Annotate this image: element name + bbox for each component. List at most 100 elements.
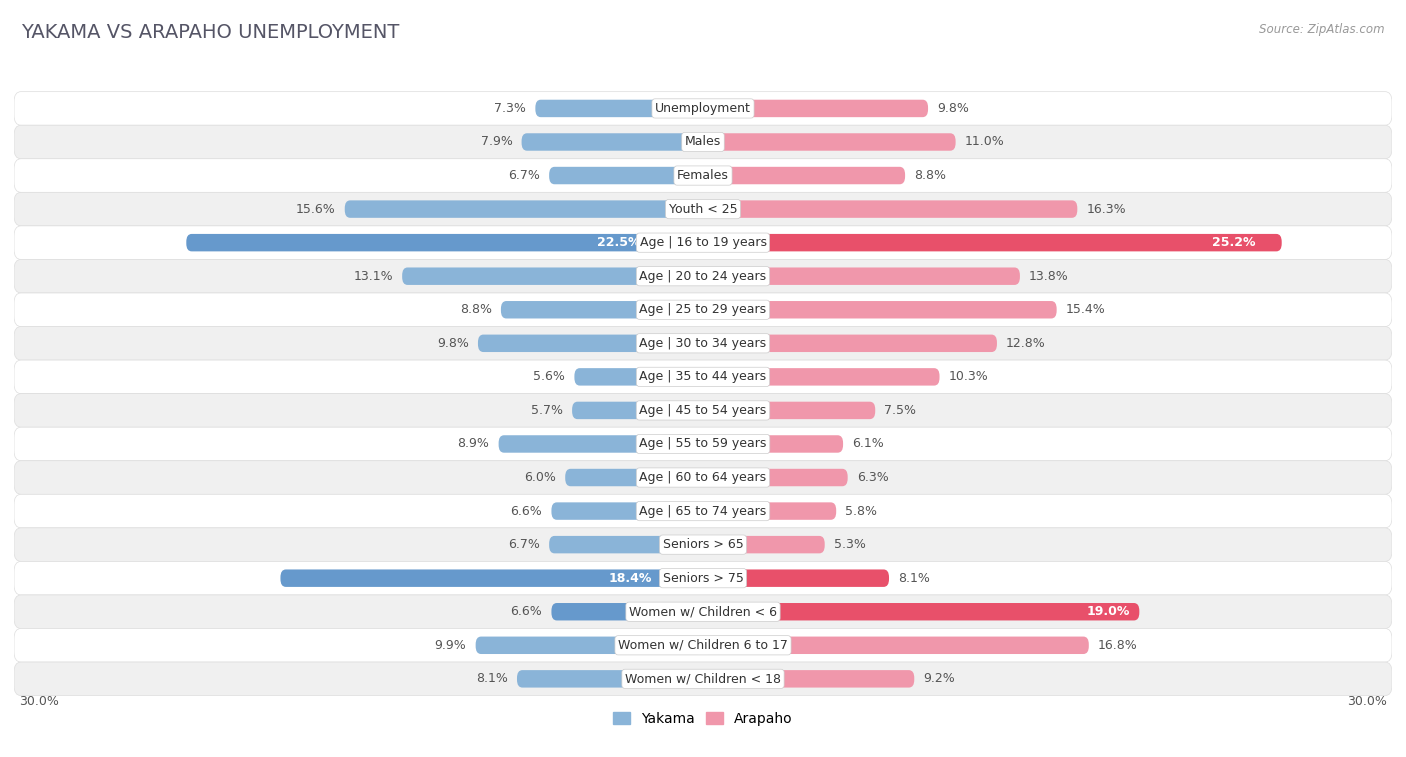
FancyBboxPatch shape [14, 461, 1392, 494]
Text: 6.0%: 6.0% [524, 471, 555, 484]
Text: 13.8%: 13.8% [1029, 269, 1069, 282]
Text: 8.1%: 8.1% [475, 672, 508, 685]
Text: 9.8%: 9.8% [437, 337, 468, 350]
FancyBboxPatch shape [703, 469, 848, 486]
Text: Women w/ Children < 6: Women w/ Children < 6 [628, 606, 778, 618]
FancyBboxPatch shape [280, 569, 703, 587]
Text: Age | 60 to 64 years: Age | 60 to 64 years [640, 471, 766, 484]
Text: 6.6%: 6.6% [510, 606, 543, 618]
FancyBboxPatch shape [550, 536, 703, 553]
FancyBboxPatch shape [703, 569, 889, 587]
Text: Age | 16 to 19 years: Age | 16 to 19 years [640, 236, 766, 249]
FancyBboxPatch shape [703, 402, 875, 419]
Text: 30.0%: 30.0% [18, 695, 59, 708]
Text: 8.8%: 8.8% [914, 169, 946, 182]
Text: Age | 30 to 34 years: Age | 30 to 34 years [640, 337, 766, 350]
Text: YAKAMA VS ARAPAHO UNEMPLOYMENT: YAKAMA VS ARAPAHO UNEMPLOYMENT [21, 23, 399, 42]
Text: 5.7%: 5.7% [531, 404, 562, 417]
FancyBboxPatch shape [186, 234, 703, 251]
Text: 13.1%: 13.1% [353, 269, 392, 282]
FancyBboxPatch shape [575, 368, 703, 385]
Text: 7.5%: 7.5% [884, 404, 917, 417]
FancyBboxPatch shape [14, 159, 1392, 192]
FancyBboxPatch shape [703, 267, 1019, 285]
FancyBboxPatch shape [14, 628, 1392, 662]
Text: 8.9%: 8.9% [457, 438, 489, 450]
Text: 6.3%: 6.3% [856, 471, 889, 484]
Text: 30.0%: 30.0% [1347, 695, 1388, 708]
FancyBboxPatch shape [14, 293, 1392, 326]
Text: 6.7%: 6.7% [508, 169, 540, 182]
FancyBboxPatch shape [14, 494, 1392, 528]
Text: Females: Females [678, 169, 728, 182]
FancyBboxPatch shape [344, 201, 703, 218]
FancyBboxPatch shape [703, 670, 914, 687]
Text: 5.3%: 5.3% [834, 538, 866, 551]
Text: Youth < 25: Youth < 25 [669, 203, 737, 216]
FancyBboxPatch shape [703, 435, 844, 453]
Text: Age | 35 to 44 years: Age | 35 to 44 years [640, 370, 766, 383]
Text: 15.6%: 15.6% [295, 203, 336, 216]
Text: Unemployment: Unemployment [655, 102, 751, 115]
Text: 6.6%: 6.6% [510, 505, 543, 518]
Text: 25.2%: 25.2% [1212, 236, 1256, 249]
Text: Males: Males [685, 136, 721, 148]
FancyBboxPatch shape [14, 595, 1392, 628]
FancyBboxPatch shape [14, 528, 1392, 562]
Text: 9.2%: 9.2% [924, 672, 955, 685]
Text: 10.3%: 10.3% [949, 370, 988, 383]
Text: 15.4%: 15.4% [1066, 304, 1105, 316]
Text: Age | 55 to 59 years: Age | 55 to 59 years [640, 438, 766, 450]
FancyBboxPatch shape [501, 301, 703, 319]
Text: Age | 20 to 24 years: Age | 20 to 24 years [640, 269, 766, 282]
Text: 22.5%: 22.5% [598, 236, 641, 249]
FancyBboxPatch shape [572, 402, 703, 419]
Text: 12.8%: 12.8% [1007, 337, 1046, 350]
Text: 9.9%: 9.9% [434, 639, 467, 652]
Text: 8.1%: 8.1% [898, 572, 931, 584]
Text: Age | 45 to 54 years: Age | 45 to 54 years [640, 404, 766, 417]
Text: 7.9%: 7.9% [481, 136, 512, 148]
Text: 19.0%: 19.0% [1087, 606, 1130, 618]
Text: Age | 25 to 29 years: Age | 25 to 29 years [640, 304, 766, 316]
Text: 8.8%: 8.8% [460, 304, 492, 316]
FancyBboxPatch shape [703, 603, 1139, 621]
FancyBboxPatch shape [551, 603, 703, 621]
FancyBboxPatch shape [703, 536, 825, 553]
Text: 6.1%: 6.1% [852, 438, 884, 450]
FancyBboxPatch shape [703, 133, 956, 151]
FancyBboxPatch shape [14, 192, 1392, 226]
Text: 9.8%: 9.8% [938, 102, 969, 115]
FancyBboxPatch shape [703, 368, 939, 385]
FancyBboxPatch shape [703, 503, 837, 520]
FancyBboxPatch shape [14, 562, 1392, 595]
FancyBboxPatch shape [499, 435, 703, 453]
FancyBboxPatch shape [703, 100, 928, 117]
FancyBboxPatch shape [517, 670, 703, 687]
FancyBboxPatch shape [475, 637, 703, 654]
FancyBboxPatch shape [703, 201, 1077, 218]
Text: 7.3%: 7.3% [495, 102, 526, 115]
FancyBboxPatch shape [14, 92, 1392, 125]
FancyBboxPatch shape [14, 326, 1392, 360]
Text: 5.6%: 5.6% [533, 370, 565, 383]
FancyBboxPatch shape [551, 503, 703, 520]
Text: 18.4%: 18.4% [609, 572, 652, 584]
Text: Source: ZipAtlas.com: Source: ZipAtlas.com [1260, 23, 1385, 36]
FancyBboxPatch shape [703, 234, 1282, 251]
FancyBboxPatch shape [565, 469, 703, 486]
FancyBboxPatch shape [14, 360, 1392, 394]
Text: Age | 65 to 74 years: Age | 65 to 74 years [640, 505, 766, 518]
FancyBboxPatch shape [703, 335, 997, 352]
Text: 16.8%: 16.8% [1098, 639, 1137, 652]
FancyBboxPatch shape [703, 167, 905, 184]
FancyBboxPatch shape [402, 267, 703, 285]
Text: Seniors > 75: Seniors > 75 [662, 572, 744, 584]
FancyBboxPatch shape [14, 427, 1392, 461]
FancyBboxPatch shape [703, 301, 1057, 319]
Text: 5.8%: 5.8% [845, 505, 877, 518]
FancyBboxPatch shape [14, 662, 1392, 696]
Text: Seniors > 65: Seniors > 65 [662, 538, 744, 551]
FancyBboxPatch shape [14, 394, 1392, 427]
Text: 16.3%: 16.3% [1087, 203, 1126, 216]
